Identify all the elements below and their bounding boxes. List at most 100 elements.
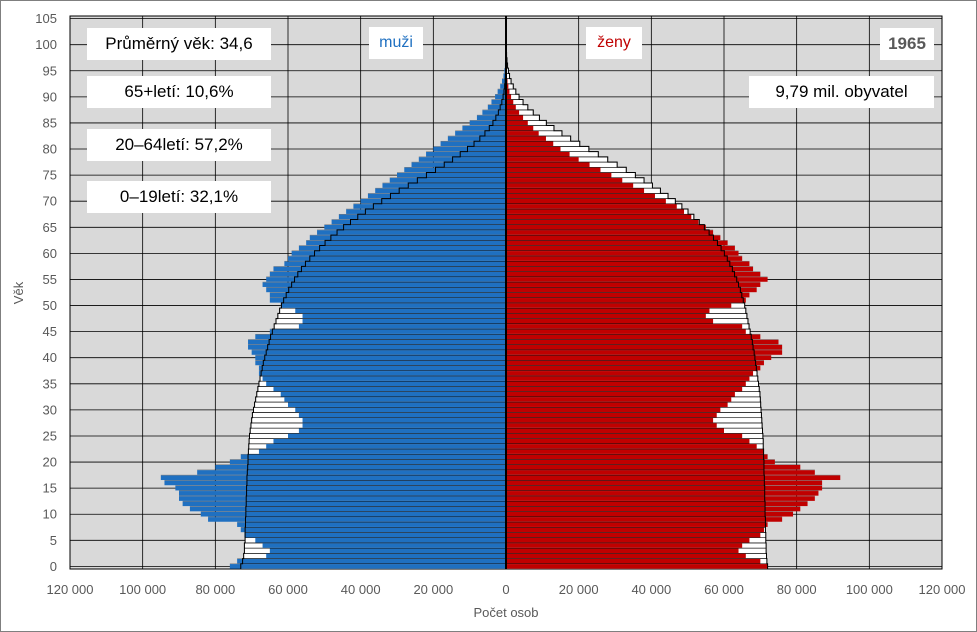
bar-men-age-0 [229,564,506,569]
bar-women-age-90 [506,94,512,100]
bar-women-age-2 [506,553,746,559]
bar-men-age-93 [502,78,506,84]
bar-women-age-34 [506,386,743,392]
bar-women-age-23 [506,444,757,449]
bar-men-age-11 [189,506,506,512]
bar-women-age-67 [506,214,692,220]
bar-women-age-1 [506,558,761,564]
bar-men-age-25 [288,433,506,439]
bar-men-age-61 [298,245,506,251]
bar-men-age-78 [418,157,506,162]
bar-men-age-46 [298,324,506,329]
bar-men-age-73 [382,183,506,188]
bar-women-age-69 [506,204,677,209]
bar-women-age-75 [506,172,612,178]
mean-age-box: Průměrný věk: 34,6 [87,28,271,60]
bar-men-age-4 [262,543,506,548]
bar-women-age-85 [506,120,528,126]
bar-women-age-41 [506,350,783,355]
y-tick-90: 90 [43,89,57,104]
bar-women-age-30 [506,407,721,413]
bar-men-age-83 [455,131,506,136]
bar-men-age-2 [266,553,506,559]
bar-men-age-33 [280,391,506,397]
reference-outline-women [505,42,769,569]
bar-women-age-70 [506,198,666,204]
bar-women-age-26 [506,428,724,434]
y-tick-60: 60 [43,246,57,261]
bar-men-age-92 [500,84,506,89]
bar-women-age-60 [506,251,739,256]
bar-men-age-88 [487,104,506,110]
bar-men-age-57 [273,266,506,272]
bar-women-age-58 [506,261,750,267]
bar-women-age-5 [506,537,750,543]
bar-women-age-18 [506,470,815,475]
bar-women-age-87 [506,110,520,115]
bar-women-age-50 [506,303,732,308]
bar-women-age-63 [506,235,721,241]
bar-men-age-32 [284,397,506,402]
x-tick-labels: 120 000 100 000 80 000 60 000 40 000 20 000 0 2… [47,582,966,597]
bar-women-age-78 [506,157,579,162]
bar-men-age-42 [248,344,507,350]
bar-men-age-13 [179,496,506,501]
bar-men-age-9 [208,517,507,522]
y-tick-25: 25 [43,428,57,443]
bar-men-age-43 [248,339,507,345]
bar-men-age-38 [258,365,506,371]
x-axis-title: Počet osob [473,605,538,620]
bar-men-age-21 [240,454,506,460]
bar-women-age-25 [506,433,743,439]
bar-men-age-75 [397,172,506,178]
bar-men-age-81 [440,141,506,147]
bar-women-age-86 [506,115,524,121]
bar-women-age-76 [506,167,601,173]
men-label: muži [369,27,423,59]
bar-women-age-91 [506,89,510,94]
bar-men-age-94 [503,73,506,79]
bar-men-age-79 [426,151,506,157]
bar-men-age-26 [298,428,506,434]
bar-women-age-46 [506,324,743,329]
bar-women-age-36 [506,376,750,381]
bar-women-age-52 [506,292,750,298]
bar-men-age-20 [229,459,506,465]
bar-men-age-29 [298,412,506,418]
y-tick-85: 85 [43,115,57,130]
share-0-19-box: 0–19letí: 32,1% [87,181,271,213]
bar-men-age-63 [309,235,506,241]
women-label: ženy [586,27,642,59]
bar-men-age-64 [317,230,506,235]
x-tick-2: 80 000 [195,582,235,597]
bar-men-age-89 [491,99,506,105]
bar-women-age-9 [506,517,783,522]
bar-women-age-92 [506,84,509,89]
bar-women-age-68 [506,209,685,214]
bar-men-age-50 [280,303,506,308]
y-tick-30: 30 [43,402,57,417]
bar-men-age-19 [215,464,507,470]
bar-men-age-49 [295,308,506,314]
y-tick-10: 10 [43,507,57,522]
bar-men-age-56 [269,271,506,277]
men-bars [160,42,507,569]
bar-women-age-49 [506,308,710,314]
share-65-plus-box: 65+letí: 10,6% [87,76,271,108]
reference-outline-men [240,42,507,569]
bar-men-age-71 [367,193,506,199]
y-tick-labels: 0 5 10 15 20 25 30 35 40 45 50 55 60 65 70 75 80 85 90 95 10… [35,11,57,574]
bar-women-age-13 [506,496,815,501]
bar-men-age-22 [258,449,506,454]
bar-men-age-18 [197,470,506,475]
bar-men-age-35 [266,381,506,387]
bar-women-age-35 [506,381,746,387]
bar-men-age-66 [331,219,506,225]
bar-women-age-32 [506,397,732,402]
bar-women-age-39 [506,360,764,366]
bar-men-age-40 [255,355,506,361]
bar-men-age-44 [255,334,506,340]
bar-women-age-47 [506,318,714,324]
bar-men-age-91 [497,89,506,94]
bar-men-age-15 [175,485,506,491]
